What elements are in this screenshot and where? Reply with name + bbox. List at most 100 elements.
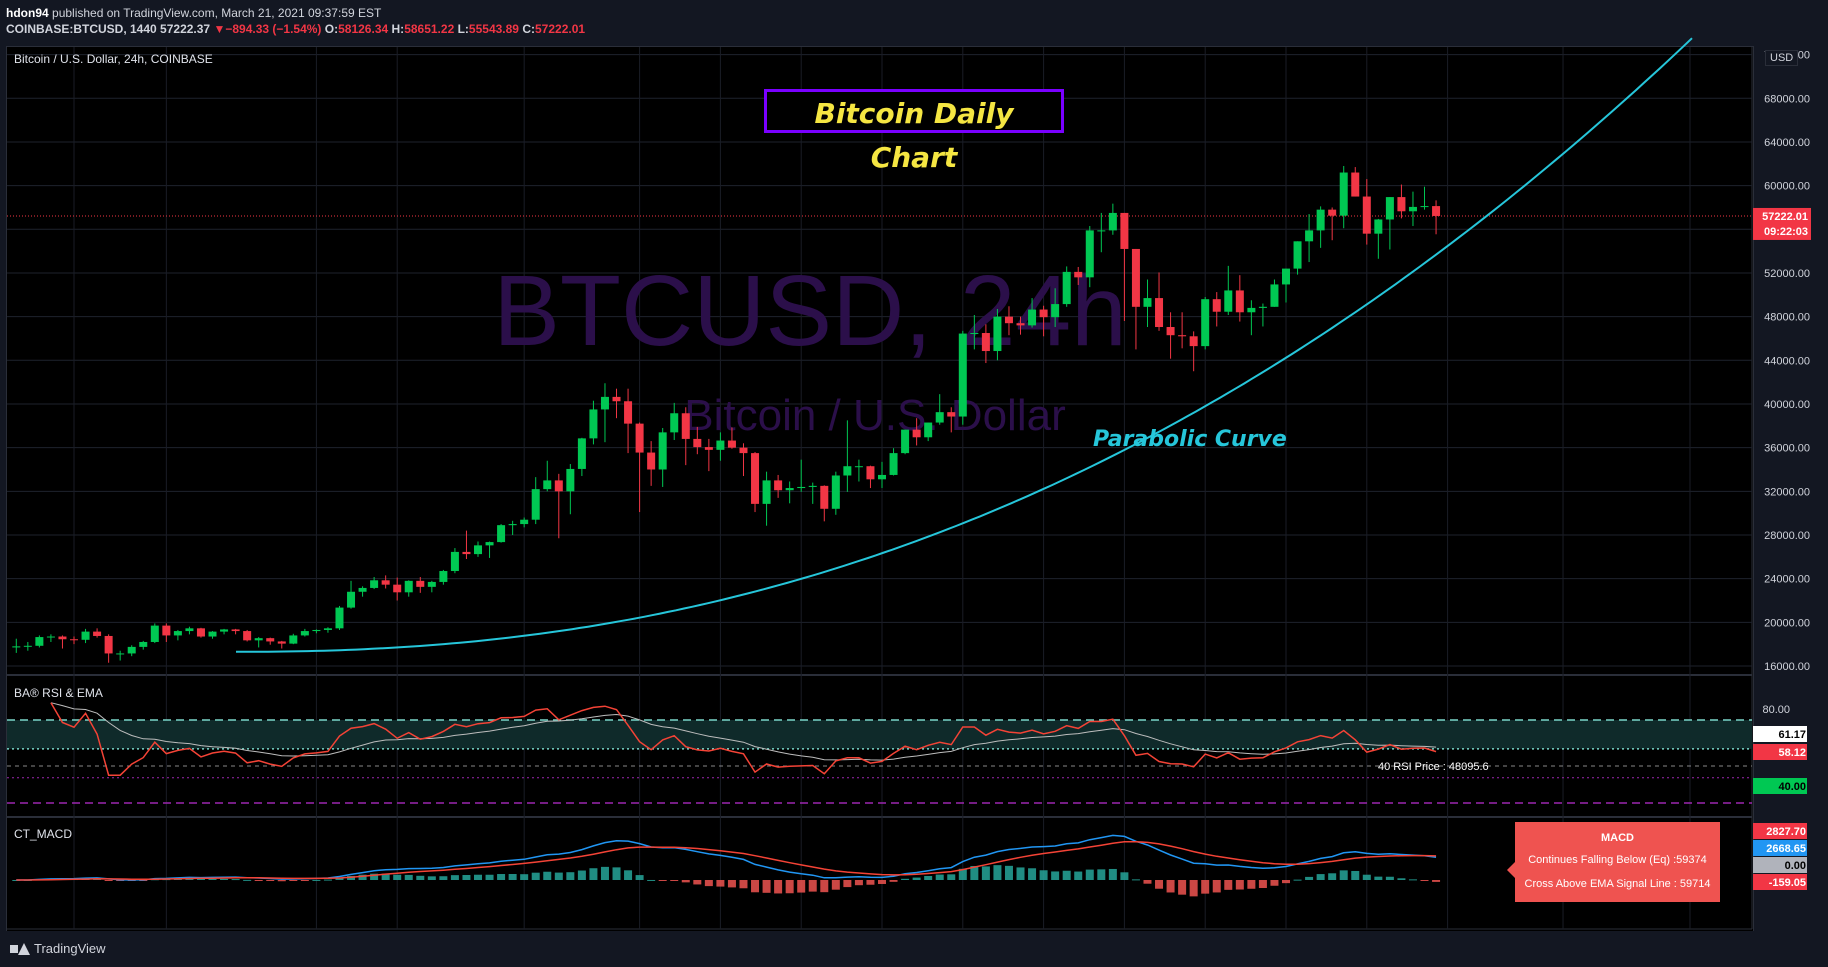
change-down-icon: ▼ bbox=[213, 22, 226, 36]
candle-body bbox=[220, 629, 229, 632]
macd-histogram-bar bbox=[1062, 870, 1071, 880]
candle-body bbox=[912, 429, 921, 438]
macd-histogram-bar bbox=[370, 873, 379, 880]
macd-histogram-bar bbox=[289, 880, 298, 881]
candle-body bbox=[162, 625, 171, 636]
candle-body bbox=[1085, 230, 1094, 278]
macd-histogram-bar bbox=[658, 880, 667, 881]
candle-body bbox=[450, 551, 459, 572]
macd-histogram-bar bbox=[1212, 880, 1221, 893]
candle-body bbox=[35, 637, 44, 646]
candle-body bbox=[762, 480, 771, 504]
watermark-symbol: BTCUSD, 24h bbox=[493, 255, 1127, 367]
y-tick-label: 24000.00 bbox=[1764, 574, 1810, 586]
candle-body bbox=[381, 580, 390, 585]
macd-histogram-bar bbox=[1155, 880, 1164, 889]
candle-body bbox=[958, 333, 967, 417]
candle-body bbox=[797, 486, 806, 489]
published-text: published on TradingView.com, March 21, … bbox=[52, 6, 382, 20]
macd-histogram-bar bbox=[981, 866, 990, 880]
candle-body bbox=[427, 581, 436, 587]
candle-body bbox=[485, 542, 494, 546]
macd-histogram-bar bbox=[1004, 865, 1013, 880]
candle-body bbox=[1385, 197, 1394, 220]
open-label: O: bbox=[324, 22, 339, 36]
candle-body bbox=[1247, 307, 1256, 313]
rsi-axis-label: 80.00 bbox=[1762, 704, 1790, 716]
macd-callout[interactable]: MACD Continues Falling Below (Eq) :59374… bbox=[1507, 822, 1720, 902]
countdown-tag: 09:22:03 bbox=[1764, 226, 1808, 238]
candle-body bbox=[1039, 309, 1048, 318]
macd-histogram-bar bbox=[1189, 880, 1198, 897]
candle-body bbox=[231, 629, 240, 632]
y-tick-label: 20000.00 bbox=[1764, 617, 1810, 629]
publisher-name[interactable]: hdon94 bbox=[6, 6, 49, 20]
macd-histogram-bar bbox=[196, 878, 205, 880]
y-tick-label: 68000.00 bbox=[1764, 93, 1810, 105]
candle-body bbox=[243, 631, 252, 641]
candle-body bbox=[970, 333, 979, 335]
macd-histogram-bar bbox=[970, 865, 979, 880]
rsi-value-tag: 58.12 bbox=[1778, 747, 1806, 759]
macd-histogram-bar bbox=[543, 871, 552, 880]
candle-body bbox=[1062, 271, 1071, 305]
symbol-label[interactable]: COINBASE:BTCUSD, 1440 bbox=[6, 22, 157, 36]
tradingview-logo[interactable]: TradingView bbox=[10, 941, 106, 956]
macd-histogram-bar bbox=[358, 874, 367, 880]
macd-histogram-bar bbox=[243, 879, 252, 881]
candle-body bbox=[1351, 172, 1360, 197]
candle-body bbox=[901, 429, 910, 454]
watermark-name: Bitcoin / U.S. Dollar bbox=[684, 391, 1065, 440]
candle-body bbox=[266, 638, 275, 642]
macd-histogram-bar bbox=[589, 868, 598, 880]
chart-frame[interactable] bbox=[6, 46, 1754, 932]
candle-body bbox=[508, 524, 517, 526]
macd-histogram-bar bbox=[993, 865, 1002, 880]
macd-histogram-bar bbox=[774, 880, 783, 894]
candle-body bbox=[624, 401, 633, 424]
candle-body bbox=[1189, 336, 1198, 347]
macd-histogram-bar bbox=[1051, 871, 1060, 880]
candle-body bbox=[1155, 298, 1164, 328]
candle-body bbox=[1235, 290, 1244, 313]
y-tick-label: 48000.00 bbox=[1764, 312, 1810, 324]
candle-body bbox=[751, 453, 760, 504]
candle-body bbox=[497, 525, 506, 543]
rsi-40-tag: 40.00 bbox=[1778, 781, 1806, 793]
candle-body bbox=[1097, 230, 1106, 232]
candle-body bbox=[1339, 172, 1348, 216]
macd-histogram-bar bbox=[1178, 880, 1187, 895]
macd-histogram-bar bbox=[704, 880, 713, 887]
candle-body bbox=[1270, 284, 1279, 307]
candle-body bbox=[1143, 298, 1152, 307]
low-label: L: bbox=[457, 22, 469, 36]
tradingview-icon bbox=[10, 942, 30, 955]
macd-histogram-bar bbox=[935, 874, 944, 880]
macd-histogram-bar bbox=[1120, 872, 1129, 880]
macd-histogram-bar bbox=[947, 874, 956, 880]
macd-histogram-bar bbox=[312, 879, 321, 881]
macd-histogram-bar bbox=[1224, 880, 1233, 890]
candle-body bbox=[300, 631, 309, 636]
currency-button[interactable]: USD bbox=[1765, 50, 1799, 66]
candle-body bbox=[1201, 299, 1210, 347]
macd-histogram-bar bbox=[531, 872, 540, 880]
candle-body bbox=[693, 438, 702, 448]
candle-body bbox=[1051, 304, 1060, 318]
callout-line-2: Cross Above EMA Signal Line : 59714 bbox=[1524, 878, 1711, 890]
candle-body bbox=[924, 422, 933, 438]
chart-header: hdon94 published on TradingView.com, Mar… bbox=[0, 0, 1828, 40]
chart-title[interactable]: Bitcoin Daily Chart bbox=[764, 89, 1064, 174]
candle-body bbox=[878, 474, 886, 480]
macd-histogram-bar bbox=[1258, 880, 1267, 889]
y-tick-label: 40000.00 bbox=[1764, 399, 1810, 411]
close-value: 57222.01 bbox=[535, 22, 586, 36]
candle-body bbox=[658, 432, 667, 470]
macd-histogram-bar bbox=[647, 879, 656, 881]
macd-histogram-bar bbox=[681, 880, 690, 883]
candle-body bbox=[785, 488, 794, 491]
candle-body bbox=[1131, 248, 1140, 307]
candle-body bbox=[150, 625, 159, 642]
candle-body bbox=[93, 631, 102, 636]
